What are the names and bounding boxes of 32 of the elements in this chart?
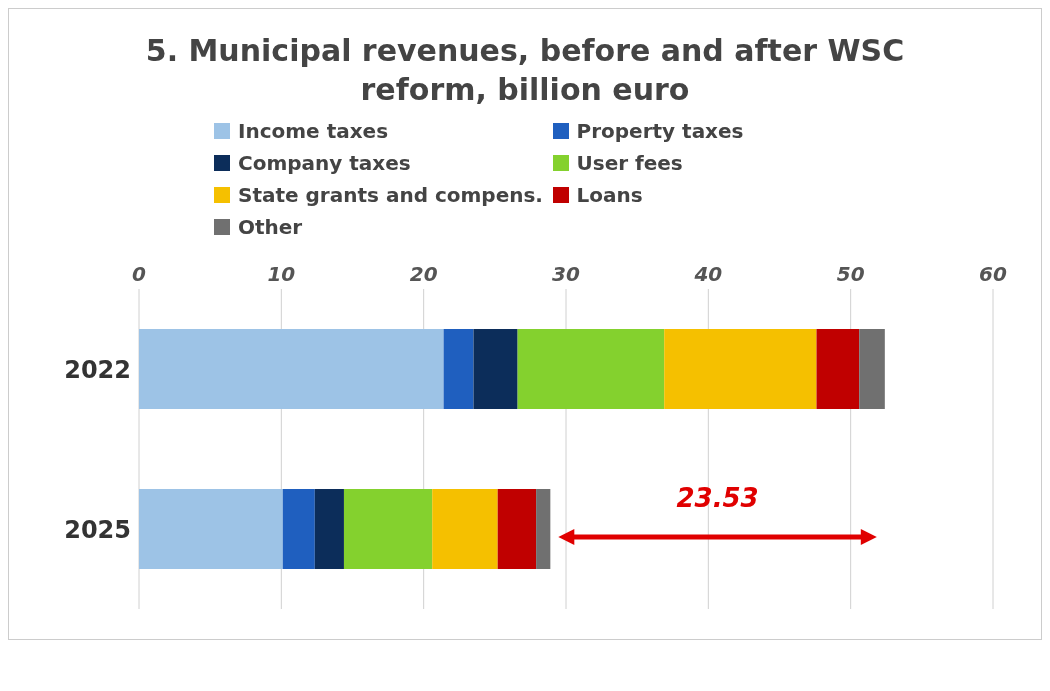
bar [473,329,518,409]
x-tick-label: 60 [979,262,1007,286]
x-tick-label: 30 [552,262,580,286]
y-tick-label: 2025 [64,515,131,544]
legend-label: Income taxes [237,119,390,143]
bar [432,489,498,569]
bar [536,489,551,569]
legend-label: State grants and compens. [237,183,544,207]
legend-label: User fees [575,151,684,175]
bar [816,329,860,409]
x-tick-label: 20 [409,262,438,286]
annotation: 23.53 [676,483,759,513]
bar [443,329,474,409]
legend-label: Company taxes [237,151,412,175]
bar [343,489,433,569]
legend-label: Loans [575,183,644,207]
bar [139,489,283,569]
bar [664,329,817,409]
bar [282,489,315,569]
bar [859,329,885,409]
y-tick-label: 2022 [64,355,131,384]
bar [314,489,344,569]
legend-label: Other [237,215,304,239]
bar [139,329,444,409]
chart-title: 5. Municipal revenues, before and after WSC reform, billion euro [144,32,906,109]
x-tick-label: 50 [836,262,865,286]
x-tick-label: 10 [267,262,296,286]
x-tick-label: 40 [693,262,723,286]
bar [517,329,665,409]
bar [497,489,537,569]
x-tick-label: 0 [132,262,147,286]
legend-label: Property taxes [575,119,745,143]
